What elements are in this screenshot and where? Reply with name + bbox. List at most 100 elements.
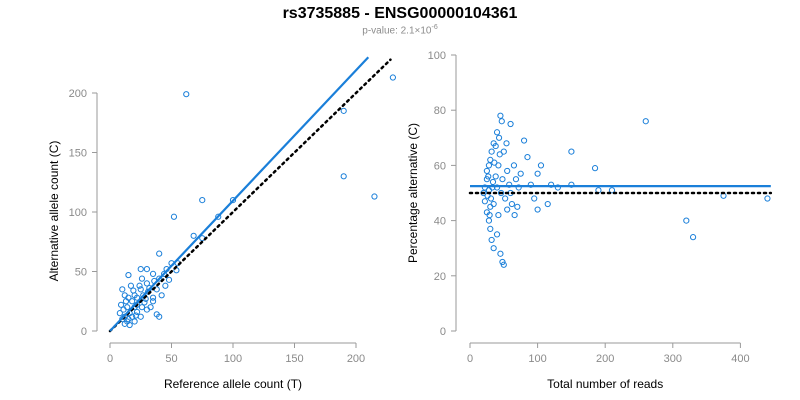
data-point [137,266,144,273]
data-point [170,213,178,220]
x-tick-label: 100 [528,353,546,365]
data-point [137,313,144,320]
data-point [503,140,510,147]
data-point [389,74,396,81]
observed-fit-line [109,56,370,332]
data-point [515,184,522,191]
y-tick-label: 100 [428,50,446,62]
p-value-text: p-value: 2.1×10 [362,25,432,37]
data-point [591,165,599,172]
data-point [143,280,150,287]
data-point [165,276,173,283]
data-point [136,282,143,289]
data-point [131,318,138,325]
data-point [485,217,493,224]
data-point [500,148,507,155]
data-point [490,200,497,208]
data-point [495,162,502,169]
data-point [554,184,561,191]
data-point [149,294,157,301]
data-point [487,225,494,232]
data-point [162,282,169,289]
data-point [493,231,501,238]
data-point [143,306,150,313]
data-point [527,181,534,188]
data-point [689,234,697,241]
data-point [130,287,137,294]
data-point [127,282,135,289]
data-point [497,250,504,257]
data-point [133,294,141,301]
data-point [490,140,497,147]
data-point [642,118,649,125]
data-point [133,308,141,316]
data-point [138,304,146,311]
x-tick-label: 150 [285,353,303,365]
x-tick-label: 400 [731,353,749,365]
data-point [229,197,237,204]
y-tick-label: 20 [434,271,446,283]
data-point [117,301,125,308]
data-point [126,321,133,329]
data-point [504,206,511,213]
data-point [495,211,502,219]
data-point [340,107,347,114]
data-point [510,162,518,169]
data-point [183,91,190,98]
y-tick-label: 50 [75,267,87,279]
data-point [122,298,130,305]
data-point [508,200,516,208]
data-point [487,195,495,202]
expected-ratio-line [108,58,392,333]
data-point [496,151,503,158]
data-point [531,195,538,202]
data-point [156,275,163,282]
y-tick-label: 200 [69,88,87,100]
y-tick-label: 0 [81,326,87,338]
x-tick-label: 100 [224,353,242,365]
data-point [129,313,136,320]
data-point [497,189,505,197]
data-point [506,181,513,188]
data-point [500,261,507,268]
data-point [125,271,132,279]
y-tick-label: 40 [434,216,446,228]
x-axis-title: Total number of reads [547,377,663,391]
data-point [156,313,163,320]
data-point [190,232,197,239]
data-point [568,181,575,188]
data-point [137,286,144,293]
data-point [138,275,146,282]
data-point [149,298,157,305]
data-point [340,173,347,180]
data-point [534,170,541,177]
x-axis-title: Reference allele count (T) [164,377,302,391]
data-point [488,236,495,244]
y-axis-title: Percentage alternative (C) [406,123,420,263]
data-point [199,197,206,204]
data-point [116,310,123,317]
data-point [481,198,488,205]
data-point [498,118,505,125]
data-point [129,298,136,305]
data-point [764,195,771,202]
data-point [502,195,509,202]
data-point [499,176,506,183]
y-axis-title: Alternative allele count (C) [47,141,61,282]
data-point [507,120,514,128]
data-point [490,245,497,252]
data-point [149,270,157,277]
data-point [497,112,504,119]
y-tick-label: 100 [69,207,87,219]
data-point [493,184,501,191]
y-tick-label: 60 [434,160,446,172]
y-tick-label: 0 [440,326,446,338]
allele-count-scatter: 0 50 100 150 200 0 50 100 150 200 Reference allele… [47,56,396,391]
data-point [486,211,493,219]
data-point [485,173,492,180]
x-tick-label: 0 [467,353,473,365]
data-point [485,162,493,169]
data-point [132,312,139,319]
p-value-subtitle: p-value: 2.1×10-6 [0,24,800,36]
